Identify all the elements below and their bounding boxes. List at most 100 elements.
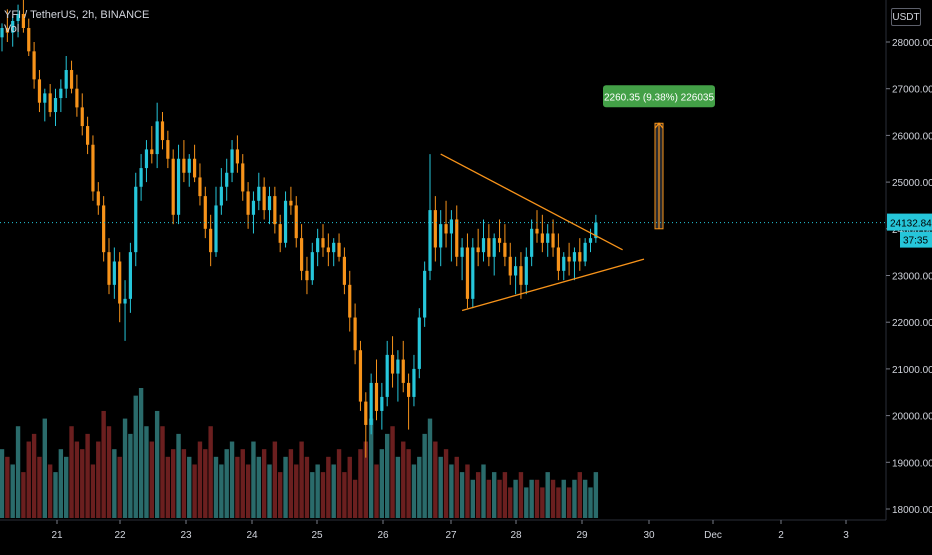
volume-bar xyxy=(304,456,310,518)
volume-bar xyxy=(481,464,486,518)
volume-bar xyxy=(342,472,347,518)
candle-body xyxy=(203,196,207,229)
volume-bar xyxy=(385,433,390,518)
measure-label-box xyxy=(603,85,715,108)
volume-bar xyxy=(256,456,261,518)
candle-body xyxy=(342,256,346,285)
volume-bar xyxy=(5,456,10,518)
volume-bar xyxy=(438,456,443,518)
candle-body xyxy=(155,121,159,155)
volume-bar xyxy=(21,472,26,518)
volume-bar xyxy=(449,464,454,518)
candle-body xyxy=(230,149,234,173)
volume-bar xyxy=(492,472,497,518)
candle-body xyxy=(80,107,84,127)
volume-bar xyxy=(550,479,556,518)
volume-bar xyxy=(417,456,422,518)
candle-body xyxy=(278,224,282,243)
candle-body xyxy=(91,144,95,192)
volume-bar xyxy=(465,464,470,518)
time-tick-label: 29 xyxy=(576,530,588,541)
volume-bar xyxy=(518,472,524,518)
volume-bar xyxy=(272,441,278,518)
volume-bar xyxy=(315,464,320,518)
volume-bar xyxy=(443,449,449,518)
volume-bar xyxy=(561,479,566,518)
volume-bar xyxy=(26,441,31,518)
volume-bar xyxy=(261,449,267,518)
volume-bar xyxy=(529,479,534,518)
candle-body xyxy=(166,140,170,159)
candle-body xyxy=(198,177,202,197)
candle-body xyxy=(150,149,154,155)
volume-bar xyxy=(582,479,588,518)
measure-label: 2260.35 (9.38%) 226035 xyxy=(604,92,715,103)
volume-bar xyxy=(85,433,90,518)
volume-bar xyxy=(502,472,508,518)
candle-body xyxy=(64,70,68,89)
volume-bar xyxy=(240,449,245,518)
volume-bar xyxy=(390,426,395,518)
symbol-title[interactable]: YFI / TetherUS, 2h, BINANCE xyxy=(4,9,150,21)
candle-body xyxy=(86,126,90,145)
volume-bar xyxy=(208,426,213,518)
price-tick-label: 28000.00 xyxy=(892,38,932,49)
volume-bar xyxy=(320,472,326,518)
volume-bar xyxy=(470,479,475,518)
candle-body xyxy=(423,270,427,318)
candle-body xyxy=(417,317,421,369)
candle-body xyxy=(369,382,373,425)
volume-bar xyxy=(165,456,171,518)
candle-body xyxy=(588,238,593,243)
candle-body xyxy=(439,224,443,248)
candle-body xyxy=(353,317,357,351)
volume-bar xyxy=(363,441,368,518)
volume-bar xyxy=(192,464,197,518)
volume-bar xyxy=(524,487,529,518)
volume-bar xyxy=(278,472,283,518)
candle-body xyxy=(193,158,197,178)
volume-bar xyxy=(422,433,427,518)
price-tick-label: 27000.00 xyxy=(892,85,932,96)
candle-body xyxy=(407,382,411,397)
countdown-label: 37:35 xyxy=(903,236,928,247)
candle-body xyxy=(481,238,486,253)
volume-bar xyxy=(117,456,122,518)
volume-bar xyxy=(0,449,5,518)
volume-bar xyxy=(42,418,47,518)
volume-bar xyxy=(122,418,128,518)
time-tick-label: 21 xyxy=(51,530,63,541)
volume-bar xyxy=(331,464,336,518)
volume-bar xyxy=(475,472,481,518)
candle-body xyxy=(444,224,448,234)
volume-bar xyxy=(53,472,58,518)
candle-body xyxy=(123,298,127,304)
volume-bar xyxy=(459,472,465,518)
candle-body xyxy=(128,252,132,299)
volume-bar xyxy=(80,449,85,518)
candle-body xyxy=(455,219,459,257)
time-tick-label: 30 xyxy=(643,530,655,541)
volume-bar xyxy=(294,464,299,518)
price-tick-label: 23000.00 xyxy=(892,272,932,283)
candle-body xyxy=(583,242,587,262)
currency-button[interactable]: USDT xyxy=(891,8,921,26)
candle-body xyxy=(535,228,539,234)
candle-body xyxy=(139,168,143,187)
volume-bar xyxy=(534,479,540,518)
candle-body xyxy=(326,247,330,253)
candle-body xyxy=(503,242,507,257)
volume-bar xyxy=(47,464,53,518)
volume-bar xyxy=(106,426,112,518)
volume-bar xyxy=(74,441,80,518)
candle-body xyxy=(524,256,528,285)
candle-body xyxy=(401,359,405,383)
volume-bar xyxy=(513,479,518,518)
candle-body xyxy=(273,196,277,225)
volume-bar xyxy=(96,441,101,518)
time-tick-label: 3 xyxy=(843,530,849,541)
candle-body xyxy=(134,186,138,253)
time-tick-label: Dec xyxy=(704,530,722,541)
